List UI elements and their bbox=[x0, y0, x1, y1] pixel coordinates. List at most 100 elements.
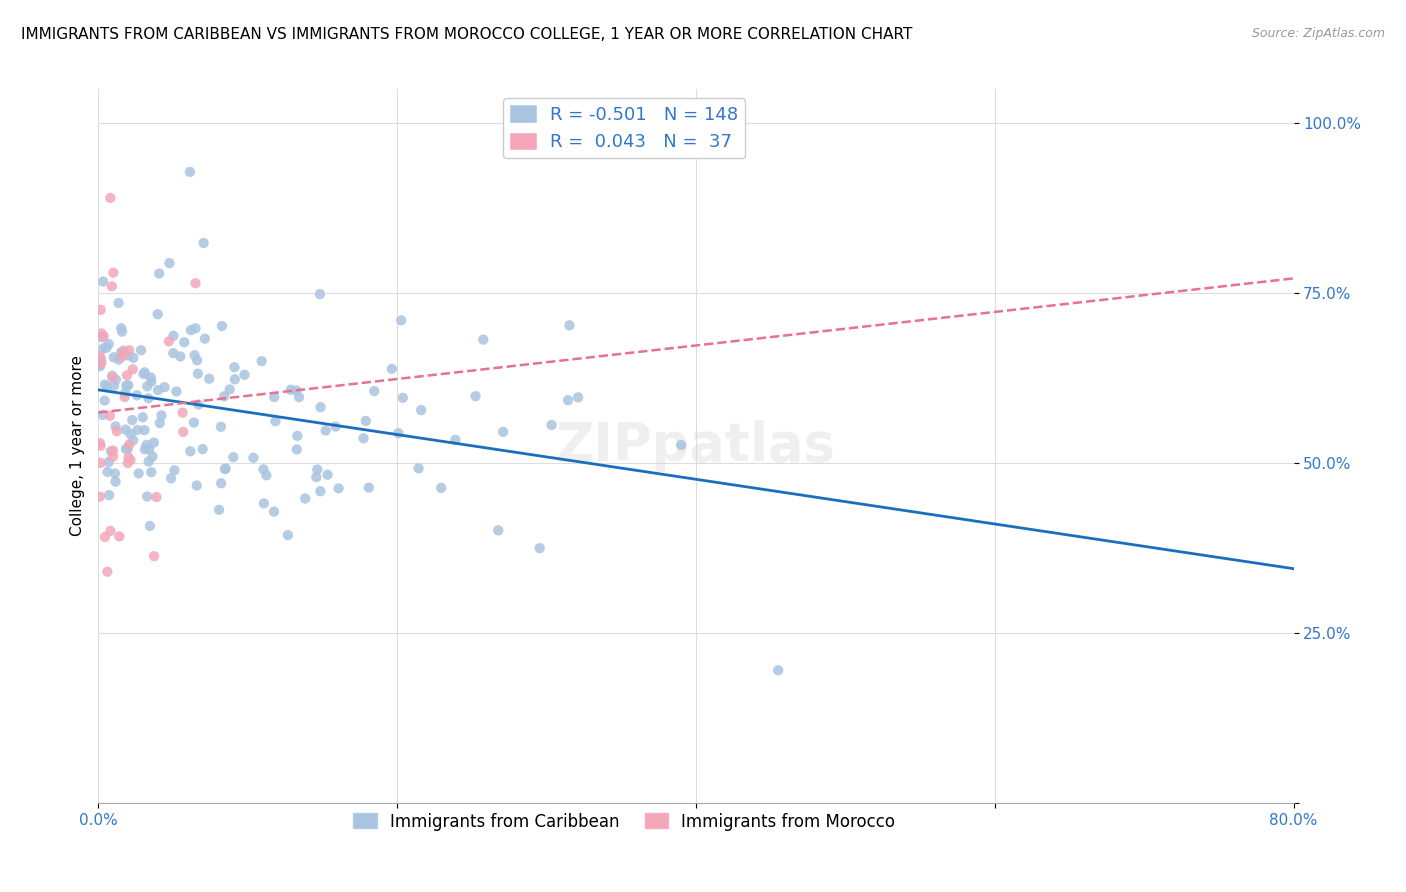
Point bbox=[180, 323, 202, 337]
Point bbox=[567, 390, 589, 404]
Point bbox=[132, 367, 155, 381]
Point bbox=[107, 296, 129, 310]
Point bbox=[136, 490, 159, 504]
Point bbox=[98, 409, 121, 423]
Point bbox=[157, 334, 180, 349]
Point bbox=[104, 467, 127, 481]
Point bbox=[162, 346, 184, 360]
Point bbox=[96, 565, 118, 579]
Point bbox=[90, 330, 112, 344]
Point bbox=[309, 484, 332, 499]
Point bbox=[307, 462, 329, 476]
Point bbox=[90, 352, 112, 367]
Point bbox=[294, 491, 316, 506]
Point bbox=[153, 380, 176, 394]
Point bbox=[138, 392, 160, 406]
Point bbox=[138, 454, 160, 468]
Point bbox=[141, 465, 163, 479]
Point bbox=[91, 408, 114, 422]
Point bbox=[444, 433, 467, 447]
Point bbox=[94, 530, 117, 544]
Point bbox=[98, 524, 122, 538]
Point bbox=[122, 434, 145, 448]
Point bbox=[172, 425, 194, 439]
Point bbox=[96, 380, 118, 394]
Point bbox=[141, 375, 163, 389]
Point bbox=[101, 450, 124, 464]
Point bbox=[186, 478, 208, 492]
Point bbox=[492, 425, 515, 439]
Point bbox=[183, 416, 205, 430]
Point bbox=[162, 328, 184, 343]
Point bbox=[117, 450, 139, 465]
Point bbox=[122, 351, 145, 365]
Point bbox=[101, 368, 124, 383]
Point bbox=[253, 496, 276, 510]
Point bbox=[766, 663, 789, 677]
Point bbox=[90, 439, 112, 453]
Point bbox=[111, 325, 134, 339]
Point bbox=[93, 342, 115, 356]
Point bbox=[387, 426, 409, 441]
Point bbox=[103, 351, 125, 365]
Point bbox=[97, 455, 120, 469]
Point bbox=[150, 409, 173, 423]
Point bbox=[121, 362, 143, 376]
Point bbox=[112, 344, 135, 359]
Point bbox=[214, 461, 236, 475]
Point bbox=[98, 488, 121, 502]
Point bbox=[117, 442, 139, 456]
Point bbox=[408, 461, 430, 475]
Point bbox=[277, 528, 299, 542]
Point bbox=[309, 400, 332, 414]
Point bbox=[305, 470, 328, 484]
Point bbox=[120, 453, 142, 467]
Point bbox=[134, 442, 156, 457]
Point bbox=[363, 384, 385, 398]
Point bbox=[108, 352, 131, 367]
Point bbox=[118, 437, 141, 451]
Point bbox=[160, 471, 183, 485]
Point bbox=[121, 413, 143, 427]
Point bbox=[139, 519, 162, 533]
Point bbox=[101, 443, 124, 458]
Point bbox=[309, 287, 332, 301]
Point bbox=[186, 353, 208, 368]
Point bbox=[115, 368, 138, 383]
Point bbox=[325, 419, 347, 434]
Point bbox=[179, 165, 201, 179]
Point bbox=[90, 456, 112, 470]
Point bbox=[242, 450, 264, 465]
Point bbox=[125, 388, 148, 402]
Point bbox=[263, 390, 285, 404]
Point bbox=[472, 333, 495, 347]
Point bbox=[285, 384, 308, 398]
Point bbox=[114, 390, 136, 404]
Point bbox=[316, 467, 339, 482]
Point bbox=[94, 377, 117, 392]
Point bbox=[411, 403, 433, 417]
Point bbox=[357, 481, 380, 495]
Point bbox=[90, 302, 112, 317]
Point bbox=[134, 365, 156, 379]
Point bbox=[112, 343, 135, 358]
Point bbox=[194, 332, 217, 346]
Point bbox=[129, 343, 152, 358]
Point bbox=[193, 235, 215, 250]
Point bbox=[145, 490, 167, 504]
Point bbox=[149, 416, 172, 430]
Point bbox=[172, 406, 194, 420]
Point bbox=[118, 343, 141, 358]
Point bbox=[93, 329, 115, 343]
Point bbox=[558, 318, 581, 333]
Text: IMMIGRANTS FROM CARIBBEAN VS IMMIGRANTS FROM MOROCCO COLLEGE, 1 YEAR OR MORE COR: IMMIGRANTS FROM CARIBBEAN VS IMMIGRANTS … bbox=[21, 27, 912, 42]
Point bbox=[104, 419, 127, 434]
Point bbox=[328, 482, 350, 496]
Point bbox=[103, 378, 125, 392]
Text: Source: ZipAtlas.com: Source: ZipAtlas.com bbox=[1251, 27, 1385, 40]
Point bbox=[111, 350, 134, 364]
Point bbox=[101, 370, 124, 384]
Point bbox=[353, 431, 375, 445]
Point bbox=[165, 384, 187, 399]
Point bbox=[211, 319, 233, 334]
